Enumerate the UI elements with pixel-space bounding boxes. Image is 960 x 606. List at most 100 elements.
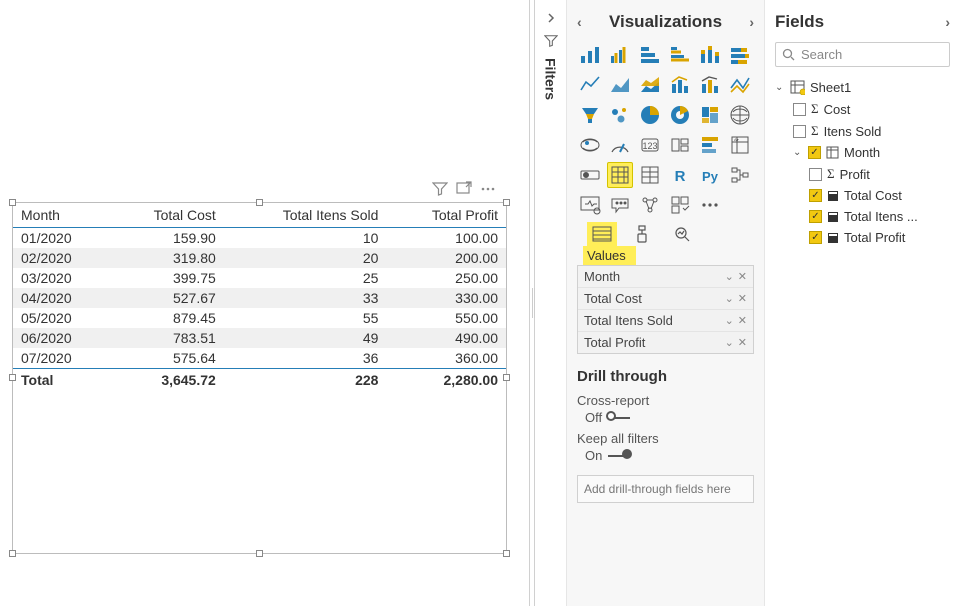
field-checkbox[interactable]: ✓	[809, 210, 822, 223]
col-header[interactable]: Total Profit	[386, 203, 506, 228]
viz-type-icon[interactable]	[607, 162, 633, 188]
table-name: Sheet1	[810, 80, 851, 95]
visualization-picker: 123 A▾ RPy	[577, 42, 754, 218]
viz-type-icon[interactable]	[727, 72, 753, 98]
viz-type-icon[interactable]	[697, 72, 723, 98]
viz-type-icon[interactable]	[607, 72, 633, 98]
field-checkbox[interactable]: ✓	[809, 189, 822, 202]
table-cell: 10	[224, 228, 387, 249]
remove-icon[interactable]: ✕	[738, 336, 747, 349]
report-canvas[interactable]: Month Total Cost Total Itens Sold Total …	[0, 0, 529, 606]
fields-tab[interactable]	[587, 222, 617, 246]
col-header[interactable]: Month	[13, 203, 110, 228]
viz-type-icon[interactable]	[697, 132, 723, 158]
field-checkbox[interactable]: ✓	[808, 146, 821, 159]
pane-divider[interactable]	[529, 0, 535, 606]
chevron-down-icon[interactable]: ⌄	[725, 270, 734, 283]
col-header[interactable]: Total Itens Sold	[224, 203, 387, 228]
table-cell: 490.00	[386, 328, 506, 348]
viz-type-icon[interactable]	[667, 192, 693, 218]
viz-type-icon[interactable]	[577, 102, 603, 128]
viz-type-icon[interactable]: Py	[697, 162, 723, 188]
viz-type-icon[interactable]	[577, 42, 603, 68]
field-item[interactable]: ✓Total Itens ...	[775, 206, 950, 227]
table-cell: 550.00	[386, 308, 506, 328]
field-checkbox[interactable]	[793, 125, 806, 138]
filters-pane-collapsed[interactable]: Filters	[535, 0, 567, 606]
viz-type-icon[interactable]	[667, 42, 693, 68]
viz-type-icon[interactable]	[727, 102, 753, 128]
viz-type-icon[interactable]	[697, 42, 723, 68]
analytics-tab[interactable]	[667, 222, 697, 246]
field-checkbox[interactable]: ✓	[809, 231, 822, 244]
chevron-down-icon[interactable]: ⌄	[775, 82, 785, 93]
keep-filters-toggle[interactable]: On	[585, 448, 754, 463]
field-item[interactable]: ✓Total Cost	[775, 185, 950, 206]
table-node[interactable]: ⌄ Sheet1	[775, 77, 950, 98]
viz-type-icon[interactable]	[637, 102, 663, 128]
table-visual[interactable]: Month Total Cost Total Itens Sold Total …	[12, 202, 507, 554]
more-options-icon[interactable]	[480, 181, 496, 197]
well-item[interactable]: Total Itens Sold⌄✕	[578, 310, 753, 332]
expand-filters-icon[interactable]	[545, 12, 557, 24]
drill-title: Drill through	[577, 368, 754, 385]
viz-type-icon[interactable]	[667, 72, 693, 98]
viz-type-icon[interactable]	[667, 102, 693, 128]
viz-type-icon[interactable]: A▾	[727, 132, 753, 158]
field-checkbox[interactable]	[809, 168, 822, 181]
viz-type-icon[interactable]	[577, 192, 603, 218]
chevron-down-icon[interactable]: ⌄	[793, 147, 803, 158]
viz-type-icon[interactable]	[697, 102, 723, 128]
drill-fields-dropzone[interactable]: Add drill-through fields here	[577, 475, 754, 503]
viz-type-icon[interactable]	[697, 192, 723, 218]
focus-mode-icon[interactable]	[456, 181, 472, 197]
well-item[interactable]: Total Profit⌄✕	[578, 332, 753, 353]
field-checkbox[interactable]	[793, 103, 806, 116]
viz-type-icon[interactable]	[727, 42, 753, 68]
viz-type-icon[interactable]	[727, 162, 753, 188]
viz-type-icon[interactable]	[637, 72, 663, 98]
filter-pane-icon	[544, 34, 558, 48]
viz-type-icon[interactable]	[637, 42, 663, 68]
viz-type-icon[interactable]	[607, 132, 633, 158]
chevron-down-icon[interactable]: ⌄	[725, 292, 734, 305]
field-item[interactable]: ΣProfit	[775, 163, 950, 185]
viz-type-icon[interactable]	[637, 162, 663, 188]
viz-type-icon[interactable]	[607, 102, 633, 128]
viz-type-icon[interactable]	[577, 72, 603, 98]
cross-report-toggle[interactable]: Off	[585, 410, 754, 425]
filter-icon[interactable]	[432, 181, 448, 197]
well-item[interactable]: Total Cost⌄✕	[578, 288, 753, 310]
expand-viz-icon[interactable]: ›	[749, 14, 754, 30]
remove-icon[interactable]: ✕	[738, 314, 747, 327]
viz-type-icon[interactable]: R	[667, 162, 693, 188]
table-cell: 330.00	[386, 288, 506, 308]
well-item[interactable]: Month⌄✕	[578, 266, 753, 288]
collapse-viz-icon[interactable]: ‹	[577, 14, 582, 30]
hierarchy-icon	[826, 146, 839, 159]
viz-type-icon[interactable]	[577, 162, 603, 188]
chevron-down-icon[interactable]: ⌄	[725, 314, 734, 327]
fields-search[interactable]: Search	[775, 42, 950, 67]
viz-type-icon[interactable]	[607, 192, 633, 218]
values-well[interactable]: Month⌄✕ Total Cost⌄✕ Total Itens Sold⌄✕ …	[577, 265, 754, 354]
viz-type-icon[interactable]	[577, 132, 603, 158]
format-tab[interactable]	[627, 222, 657, 246]
col-header[interactable]: Total Cost	[110, 203, 224, 228]
viz-type-icon[interactable]	[637, 192, 663, 218]
field-item[interactable]: ✓Total Profit	[775, 227, 950, 248]
table-cell: 250.00	[386, 268, 506, 288]
table-cell: 33	[224, 288, 387, 308]
viz-type-icon[interactable]: 123	[637, 132, 663, 158]
remove-icon[interactable]: ✕	[738, 292, 747, 305]
chevron-down-icon[interactable]: ⌄	[725, 336, 734, 349]
expand-fields-icon[interactable]: ›	[945, 14, 950, 30]
viz-type-icon[interactable]	[607, 42, 633, 68]
viz-type-icon[interactable]	[667, 132, 693, 158]
field-item[interactable]: ⌄✓Month	[775, 142, 950, 163]
field-item[interactable]: ΣItens Sold	[775, 120, 950, 142]
field-name: Profit	[840, 167, 870, 182]
field-item[interactable]: ΣCost	[775, 98, 950, 120]
remove-icon[interactable]: ✕	[738, 270, 747, 283]
table-cell: 25	[224, 268, 387, 288]
